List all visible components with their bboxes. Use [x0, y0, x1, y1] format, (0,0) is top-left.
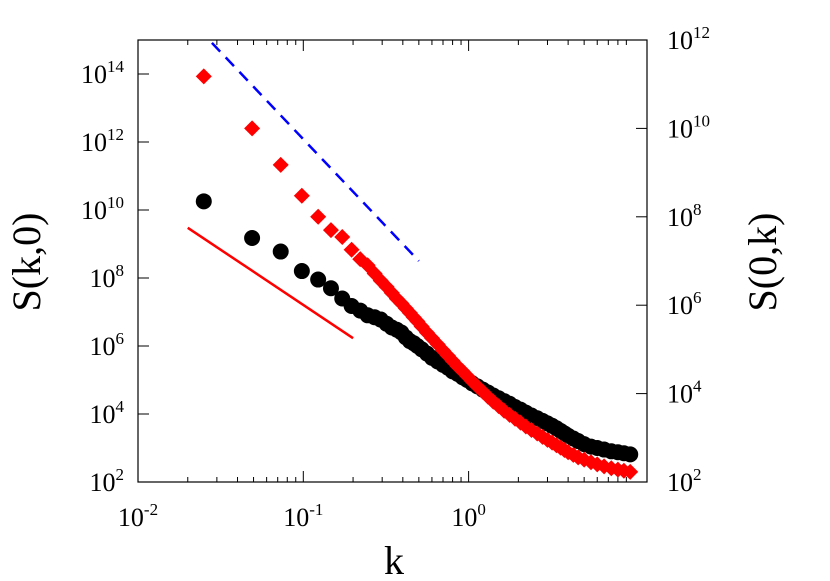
x-tick-label-base: 10 — [118, 503, 144, 532]
data-point-circle — [310, 271, 327, 288]
y-right-tick-label-base: 10 — [667, 114, 693, 143]
y-axis-label-left: S(k,0) — [4, 213, 49, 312]
data-point-diamond — [293, 187, 310, 204]
tick-labels: 10-2 10-1 10010210410610810101012101410210… — [81, 23, 710, 532]
y-left-tick-label: 1010 — [81, 193, 124, 225]
y-right-tick-label: 102 — [667, 465, 702, 497]
data-point-circle — [244, 230, 261, 247]
y-left-tick-label-base: 10 — [90, 400, 116, 429]
y-left-tick-label-base: 10 — [81, 196, 107, 225]
data-point-diamond — [622, 463, 639, 480]
y-right-tick-label-base: 10 — [667, 380, 693, 409]
y-right-tick-label-base: 10 — [667, 291, 693, 320]
x-tick-label-exp: -2 — [144, 500, 158, 519]
y-right-tick-label: 104 — [667, 377, 702, 409]
x-tick-label-exp: -1 — [309, 500, 323, 519]
y-left-tick-label: 1012 — [81, 125, 124, 157]
y-axis-label-right: S(0,k) — [740, 213, 785, 312]
y-left-tick-label-base: 10 — [90, 468, 116, 497]
y-left-tick-label: 108 — [90, 261, 125, 293]
y-right-tick-label: 106 — [667, 288, 702, 320]
y-right-tick-label-exp: 8 — [693, 200, 702, 219]
y-left-tick-label: 1014 — [81, 57, 125, 89]
y-right-tick-label: 108 — [667, 200, 702, 232]
y-right-tick-label-exp: 6 — [693, 288, 702, 307]
y-right-tick-label-exp: 10 — [693, 111, 710, 130]
data-point-diamond — [244, 120, 261, 137]
y-left-tick-label-exp: 10 — [107, 193, 124, 212]
data-points — [195, 68, 639, 480]
ticks — [137, 39, 647, 483]
y-left-tick-label-exp: 14 — [107, 57, 125, 76]
data-point-diamond — [310, 208, 327, 225]
y-right-tick-label-base: 10 — [667, 468, 693, 497]
data-point-diamond — [195, 68, 212, 85]
y-left-tick-label-exp: 12 — [107, 125, 124, 144]
x-axis-label: k — [384, 538, 404, 581]
y-right-tick-label-exp: 4 — [693, 377, 702, 396]
y-right-tick-label: 1012 — [667, 23, 710, 55]
data-point-circle — [293, 263, 310, 280]
y-left-tick-label: 106 — [90, 329, 125, 361]
x-tick-label-base: 10 — [451, 503, 477, 532]
x-tick-label: 10-2 — [118, 500, 158, 532]
y-right-tick-label-base: 10 — [667, 203, 693, 232]
y-left-tick-label: 102 — [90, 465, 125, 497]
y-left-tick-label-base: 10 — [90, 332, 116, 361]
y-left-tick-label-exp: 8 — [116, 261, 125, 280]
data-point-circle — [272, 243, 289, 260]
data-point-circle — [195, 193, 212, 210]
y-left-tick-label-base: 10 — [81, 60, 107, 89]
y-right-tick-label: 1010 — [667, 111, 710, 143]
x-tick-label: 10-1 — [283, 500, 323, 532]
data-point-circle — [622, 446, 639, 463]
data-point-diamond — [343, 241, 360, 258]
reference-line-solid — [187, 226, 354, 340]
y-left-tick-label-exp: 2 — [116, 465, 125, 484]
y-left-tick-label-base: 10 — [81, 128, 107, 157]
reference-line-dashed — [211, 42, 420, 262]
x-tick-label: 100 — [451, 500, 486, 532]
y-left-tick-label-base: 10 — [90, 264, 116, 293]
x-tick-label-base: 10 — [283, 503, 309, 532]
y-right-tick-label-base: 10 — [667, 26, 693, 55]
y-left-tick-label-exp: 6 — [116, 329, 125, 348]
y-left-tick-label: 104 — [90, 397, 125, 429]
data-point-diamond — [322, 222, 339, 239]
y-right-tick-label-exp: 2 — [693, 465, 702, 484]
reference-lines — [187, 42, 420, 340]
plot-frame — [137, 39, 648, 483]
data-point-diamond — [334, 228, 351, 245]
data-point-diamond — [272, 156, 289, 173]
x-tick-label-exp: 0 — [477, 500, 486, 519]
y-right-tick-label-exp: 12 — [693, 23, 710, 42]
data-point-circle — [322, 280, 339, 297]
y-left-tick-label-exp: 4 — [116, 397, 125, 416]
